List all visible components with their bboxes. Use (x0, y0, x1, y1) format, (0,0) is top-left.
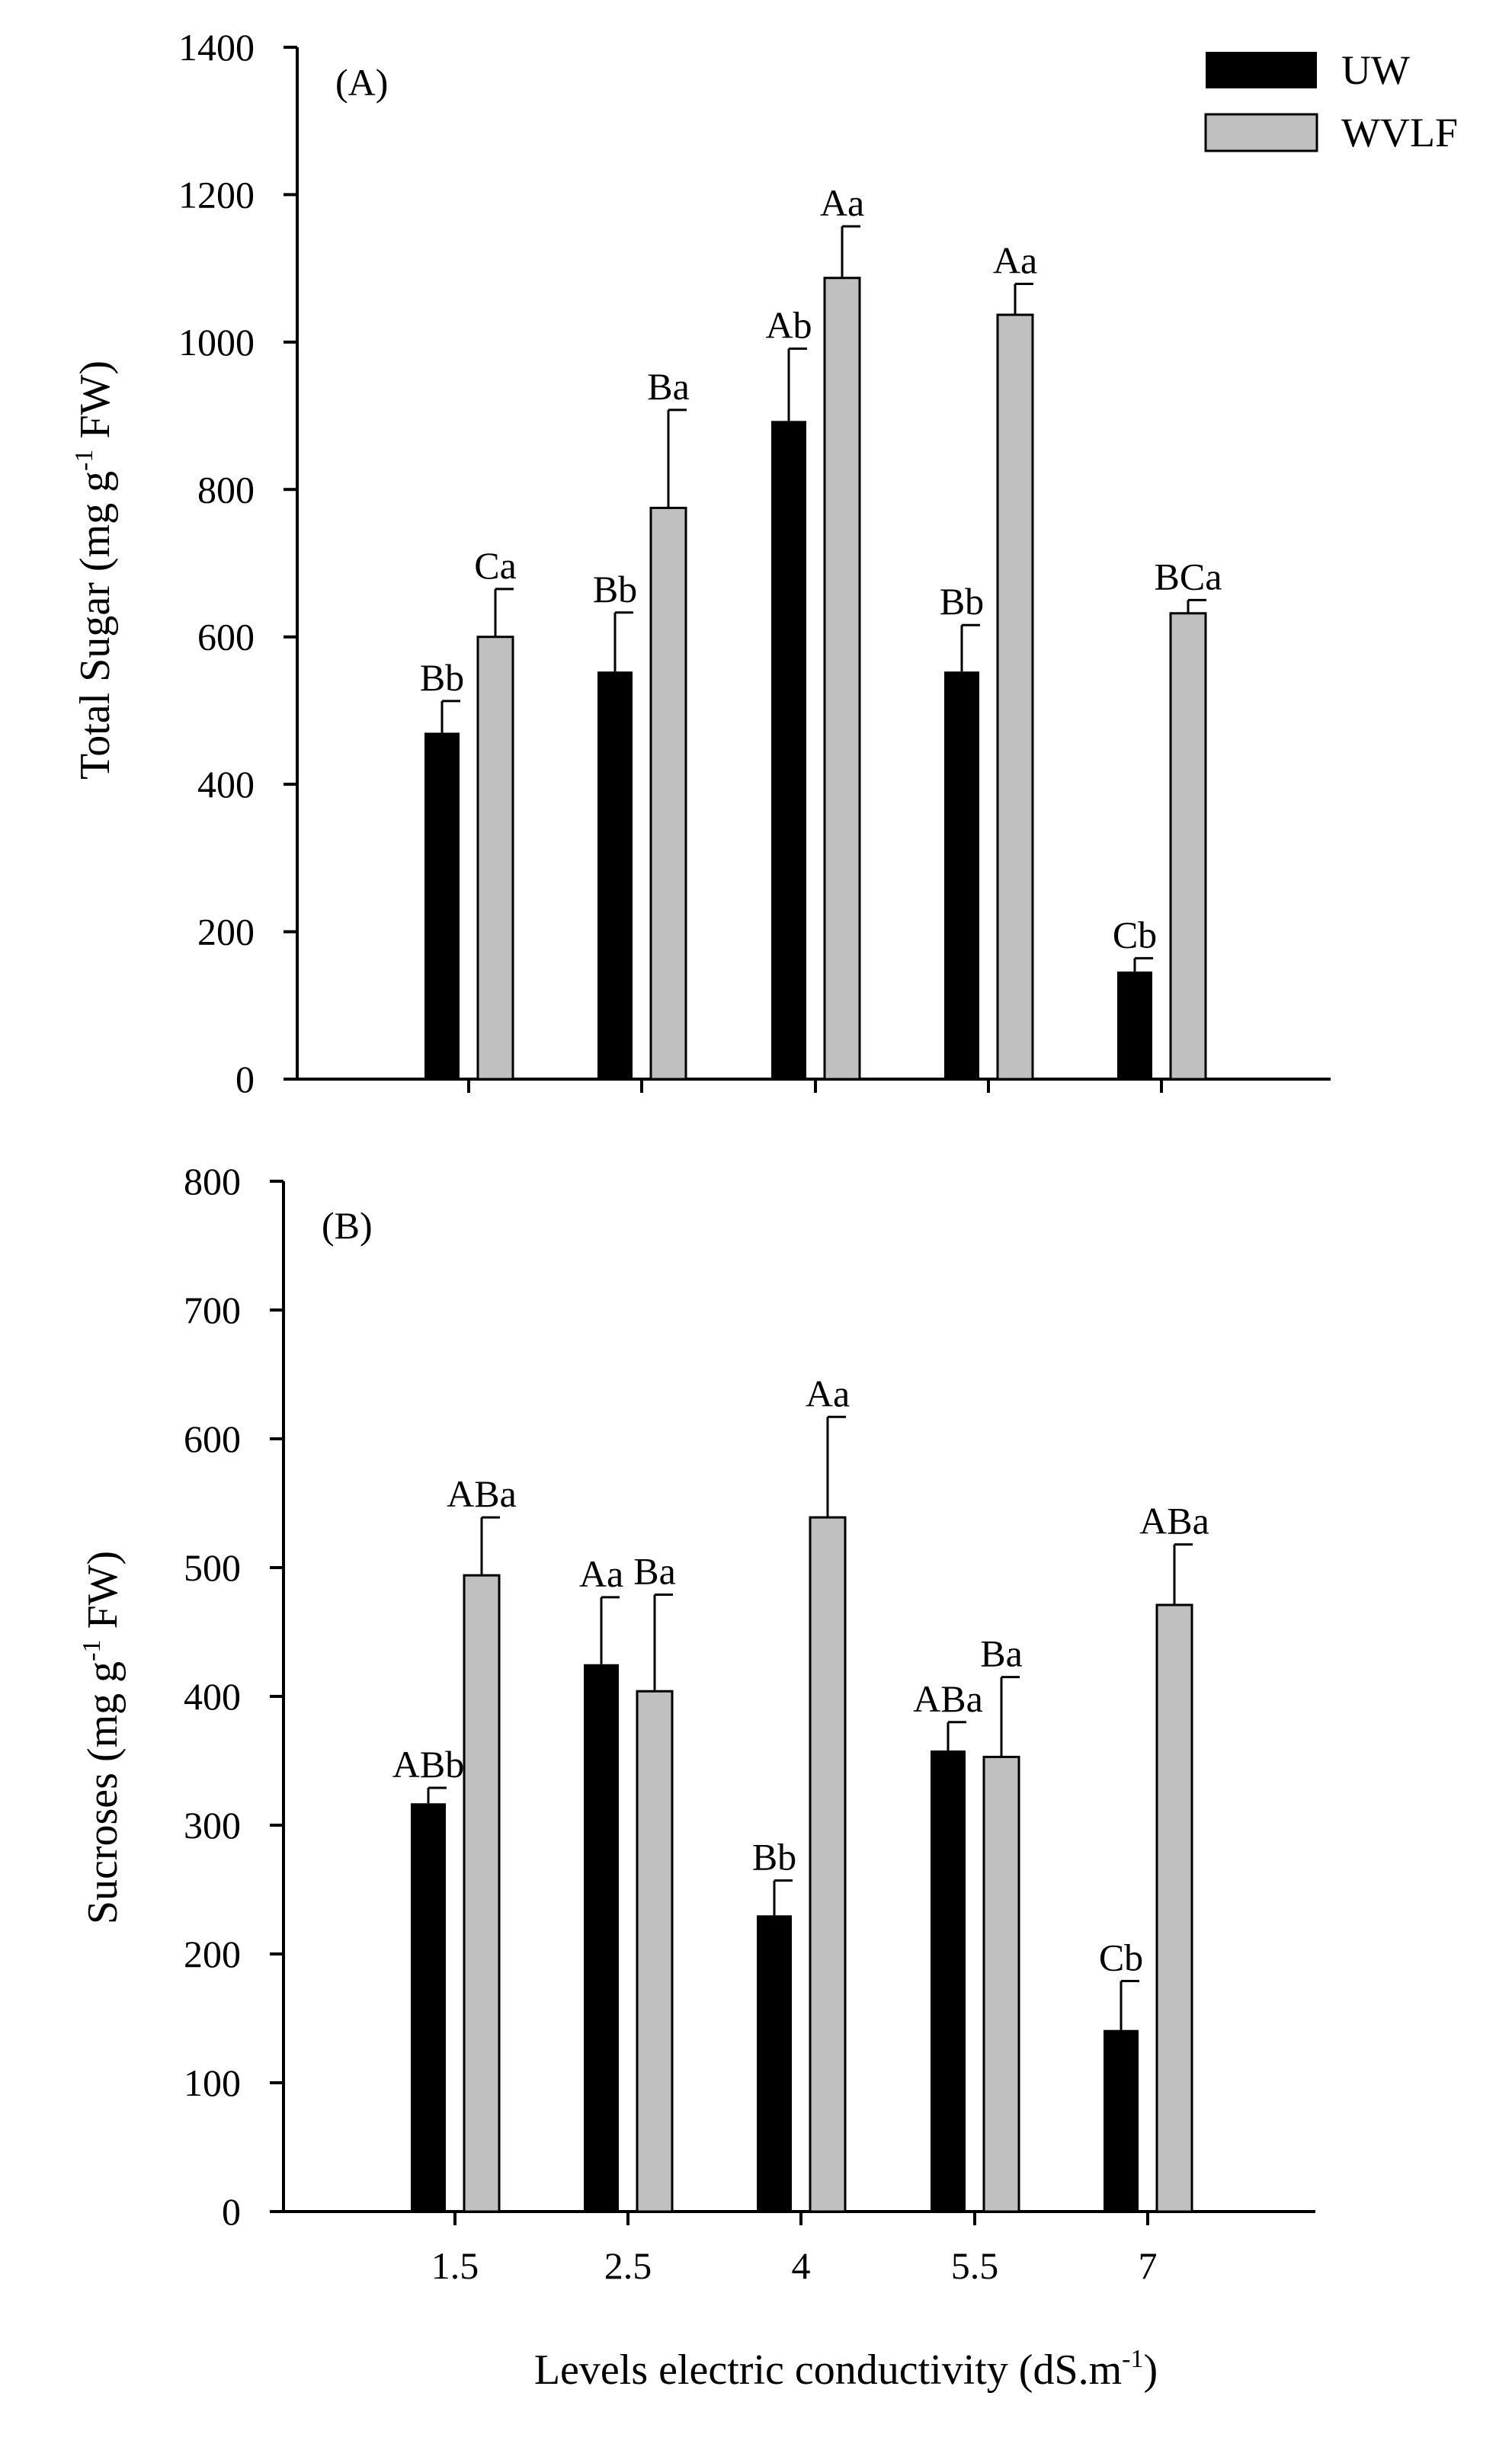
panel-b-y-axis-title-tail: FW) (79, 1551, 127, 1640)
panel-a-wvlf-bar (996, 313, 1034, 1081)
panel-a-wvlf-significance-label: Aa (993, 239, 1037, 281)
panel-b-uw-significance-label: Cb (1099, 1936, 1143, 1978)
panel-a-uw-significance-label: Bb (593, 568, 637, 610)
panel-b-y-tick-label: 0 (222, 2190, 241, 2233)
panel-a-uw-significance-label: Bb (420, 656, 464, 699)
panel-a-y-tick-label: 0 (235, 1058, 255, 1100)
legend-label-uw: UW (1341, 47, 1410, 93)
panel-a-y-tick-label: 800 (197, 468, 255, 511)
panel-b-wvlf-significance-label: Ba (980, 1632, 1023, 1675)
panel-b-uw-bar (931, 1750, 966, 2212)
panel-a-y-tick-label: 200 (197, 911, 255, 953)
panel-b-y-tick-label: 100 (184, 2061, 241, 2104)
panel-a-uw-bar (1117, 971, 1152, 1079)
panel-b-y-tick-label: 600 (184, 1417, 241, 1460)
panel-a-y-axis-title: Total Sugar (mg g-1 FW) (70, 360, 119, 780)
panel-a-y-axis-title-sup: -1 (70, 450, 98, 471)
panel-b-uw-bar (757, 1915, 792, 2212)
panel-b-x-tick-label: 4 (792, 2244, 811, 2287)
x-axis-title: Levels electric conductivity (dS.m-1) (534, 2345, 1158, 2394)
panel-a-uw-bar (597, 671, 633, 1079)
x-axis-title-sup: -1 (1122, 2345, 1143, 2373)
panel-a-y-tick-label: 1000 (178, 321, 255, 364)
panel-a-total-sugar-chart: (A) Total Sugar (mg g-1 FW) 0 200 400 600 80… (70, 26, 1331, 1100)
panel-b-x-tick-label: 1.5 (431, 2244, 479, 2287)
panel-b-wvlf-bar (982, 1755, 1020, 2213)
panel-b-uw-significance-label: ABa (913, 1677, 983, 1720)
panel-a-y-axis-title-main: Total Sugar (mg g (72, 471, 119, 780)
panel-b-y-axis-title: Sucroses (mg g-1 FW) (78, 1551, 127, 1924)
panel-b-y-tick-label: 500 (184, 1546, 241, 1589)
panel-b-x-tick-label: 5.5 (951, 2244, 999, 2287)
panel-a-wvlf-significance-label: Aa (820, 181, 864, 224)
panel-a-wvlf-significance-label: BCa (1155, 555, 1222, 597)
panel-a-uw-bar (944, 671, 979, 1079)
panel-b-y-tick-label: 800 (184, 1160, 241, 1203)
legend-swatch-wvlf (1204, 113, 1318, 152)
panel-a-tag: (A) (335, 61, 388, 104)
panel-a-wvlf-significance-label: Ca (474, 544, 517, 587)
panel-a-wvlf-bar (1169, 612, 1207, 1081)
panel-a-uw-significance-label: Cb (1113, 913, 1157, 956)
panel-b-y-axis-title-main: Sucroses (mg g (79, 1661, 127, 1924)
panel-b-uw-bar (1104, 2029, 1139, 2212)
panel-b-wvlf-significance-label: Ba (633, 1549, 676, 1592)
panel-b-wvlf-significance-label: Aa (806, 1372, 850, 1414)
panel-b-y-tick-label: 200 (184, 1933, 241, 1975)
panel-b-uw-significance-label: ABb (392, 1743, 464, 1786)
panel-a-uw-significance-label: Ab (765, 304, 812, 347)
legend-swatch-uw (1206, 52, 1317, 88)
panel-a-wvlf-bar (823, 277, 861, 1081)
x-axis-title-close: ) (1143, 2346, 1158, 2394)
x-axis-title-main: Levels electric conductivity (dS.m (534, 2346, 1122, 2394)
panel-a-wvlf-significance-label: Ba (647, 365, 690, 408)
panel-b-wvlf-bar (463, 1574, 501, 2213)
panel-b-y-tick-label: 300 (184, 1804, 241, 1847)
panel-b-y-tick-label: 700 (184, 1289, 241, 1331)
panel-a-wvlf-bar (649, 506, 687, 1081)
panel-a-wvlf-bar (476, 636, 514, 1081)
panel-a-uw-significance-label: Bb (940, 580, 984, 623)
panel-a-y-axis-title-tail: FW) (72, 360, 119, 450)
panel-b-uw-bar (584, 1664, 619, 2212)
panel-a-uw-bar (771, 421, 806, 1079)
panel-a-y-tick-label: 600 (197, 616, 255, 658)
panel-b-sucroses-chart: (B) Sucroses (mg g-1 FW) 0 100 200 300 400 50… (78, 1160, 1315, 2287)
panel-b-wvlf-significance-label: ABa (1139, 1500, 1209, 1542)
panel-b-tag: (B) (322, 1204, 373, 1247)
legend-label-wvlf: WVLF (1341, 110, 1458, 155)
panel-b-y-tick-label: 400 (184, 1675, 241, 1718)
panel-b-wvlf-significance-label: ABa (447, 1472, 517, 1515)
panel-a-y-tick-label: 1400 (178, 26, 255, 69)
panel-b-wvlf-bar (809, 1516, 847, 2213)
panel-a-y-tick-label: 1200 (178, 173, 255, 216)
panel-b-uw-bar (411, 1803, 446, 2212)
legend: UW WVLF (1204, 47, 1458, 155)
panel-b-y-axis-title-sup: -1 (78, 1640, 106, 1661)
panel-b-uw-significance-label: Aa (579, 1552, 623, 1595)
panel-b-x-tick-label: 2.5 (604, 2244, 652, 2287)
panel-b-wvlf-bar (1155, 1603, 1193, 2213)
panel-b-uw-significance-label: Bb (752, 1836, 796, 1879)
panel-a-uw-bar (424, 732, 460, 1079)
panel-b-wvlf-bar (636, 1690, 674, 2213)
panel-a-y-tick-label: 400 (197, 763, 255, 806)
panel-b-x-tick-label: 7 (1139, 2244, 1158, 2287)
